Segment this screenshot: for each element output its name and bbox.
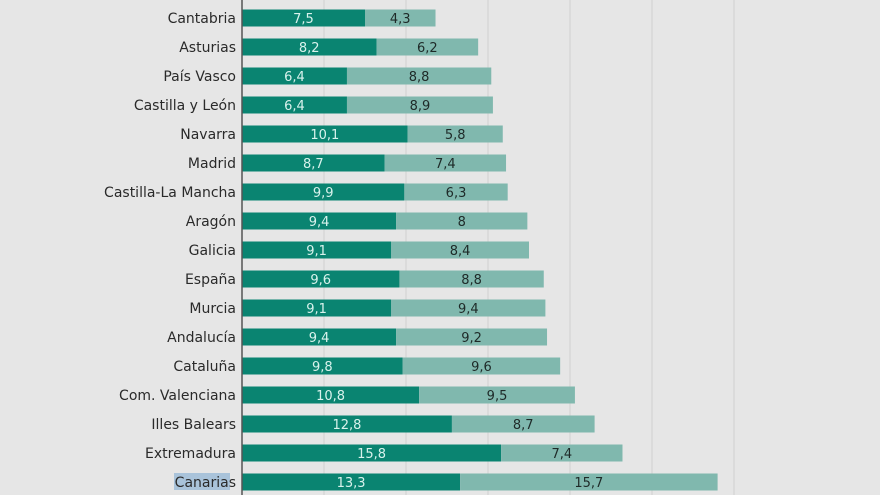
bar-series-1 [242,386,420,404]
category-label: Galicia [189,243,236,259]
data-label-series-2: 5,8 [445,128,466,143]
bar-series-2 [365,9,436,27]
category-label: Illes Balears [151,417,236,433]
data-label-series-2: 8,4 [450,244,471,259]
data-label-series-1: 9,4 [309,331,330,346]
bar-series-1 [242,270,400,288]
data-label-series-2: 7,4 [551,447,572,462]
text-selection-highlight [174,473,230,490]
bar-series-2 [402,357,561,375]
bar-series-1 [242,212,397,230]
bar-series-2 [407,125,503,143]
bar-series-1 [242,328,397,346]
data-label-series-1: 13,3 [337,476,366,491]
data-label-series-1: 8,7 [303,157,324,172]
bar-series-2 [404,183,508,201]
data-label-series-1: 9,1 [306,244,327,259]
data-label-series-2: 8,8 [409,70,430,85]
data-label-series-2: 9,5 [487,389,508,404]
data-label-series-2: 9,6 [471,360,492,375]
category-label: Aragón [186,214,236,230]
bar-series-1 [242,154,385,172]
data-label-series-1: 9,4 [309,215,330,230]
data-label-series-2: 6,2 [417,41,438,56]
data-label-series-1: 10,8 [316,389,345,404]
category-label: Castilla y León [134,98,236,114]
category-label: Asturias [179,40,236,56]
category-label: Canarias [175,475,236,491]
bar-series-1 [242,473,461,491]
data-label-series-1: 12,8 [332,418,361,433]
data-label-series-1: 9,8 [312,360,333,375]
category-label: España [185,272,236,288]
bar-series-2 [391,241,529,259]
bar-series-2 [501,444,623,462]
data-label-series-2: 15,7 [574,476,603,491]
data-label-series-2: 8,9 [410,99,431,114]
category-label: Extremadura [145,446,236,462]
bar-series-2 [460,473,718,491]
data-label-series-2: 9,4 [458,302,479,317]
data-label-series-1: 10,1 [310,128,339,143]
bar-series-1 [242,183,405,201]
bar-series-2 [384,154,507,172]
bar-series-2 [376,38,479,56]
bar-series-2 [396,328,548,346]
data-label-series-1: 7,5 [293,12,314,27]
bar-series-2 [346,96,493,114]
bar-series-2 [391,299,546,317]
bar-series-2 [399,270,544,288]
data-label-series-1: 6,4 [284,70,305,85]
bar-series-1 [242,415,452,433]
category-labels: Cantabria Asturias País Vasco Castilla y Le… [104,11,236,491]
data-label-series-2: 9,2 [461,331,482,346]
category-label: Andalucía [167,330,236,346]
data-label-series-2: 8 [458,215,466,230]
category-label: Madrid [188,156,236,172]
data-label-series-1: 8,2 [299,41,320,56]
data-label-series-2: 6,3 [446,186,467,201]
data-label-series-1: 15,8 [357,447,386,462]
data-label-series-2: 7,4 [435,157,456,172]
data-label-series-2: 8,8 [461,273,482,288]
bar-series-2 [346,67,492,85]
bar-series-2 [396,212,528,230]
category-label: Com. Valenciana [119,388,236,404]
data-label-series-2: 8,7 [513,418,534,433]
bar-series-2 [451,415,595,433]
category-label: Cantabria [168,11,236,27]
bar-series-1 [242,9,365,27]
bar-series-2 [419,386,575,404]
data-label-series-1: 9,9 [313,186,334,201]
category-label: Castilla-La Mancha [104,185,236,201]
bar-series-1 [242,125,408,143]
bar-series-1 [242,38,377,56]
data-label-series-1: 6,4 [284,99,305,114]
bars: 7,5 4,3 8,2 6,2 6,4 8,8 6,4 8,9 10,1 5,8 8,7 7,4 9,9… [242,9,718,491]
bar-series-1 [242,241,392,259]
category-label: Cataluña [173,359,236,375]
category-label: Navarra [180,127,236,143]
data-label-series-1: 9,1 [306,302,327,317]
data-label-series-1: 9,6 [310,273,331,288]
data-label-series-2: 4,3 [390,12,411,27]
bar-series-1 [242,357,403,375]
bar-series-1 [242,444,502,462]
bar-series-1 [242,299,392,317]
bar-series-1 [242,67,347,85]
category-label: Murcia [189,301,236,317]
bar-series-1 [242,96,347,114]
category-label: País Vasco [163,69,236,85]
